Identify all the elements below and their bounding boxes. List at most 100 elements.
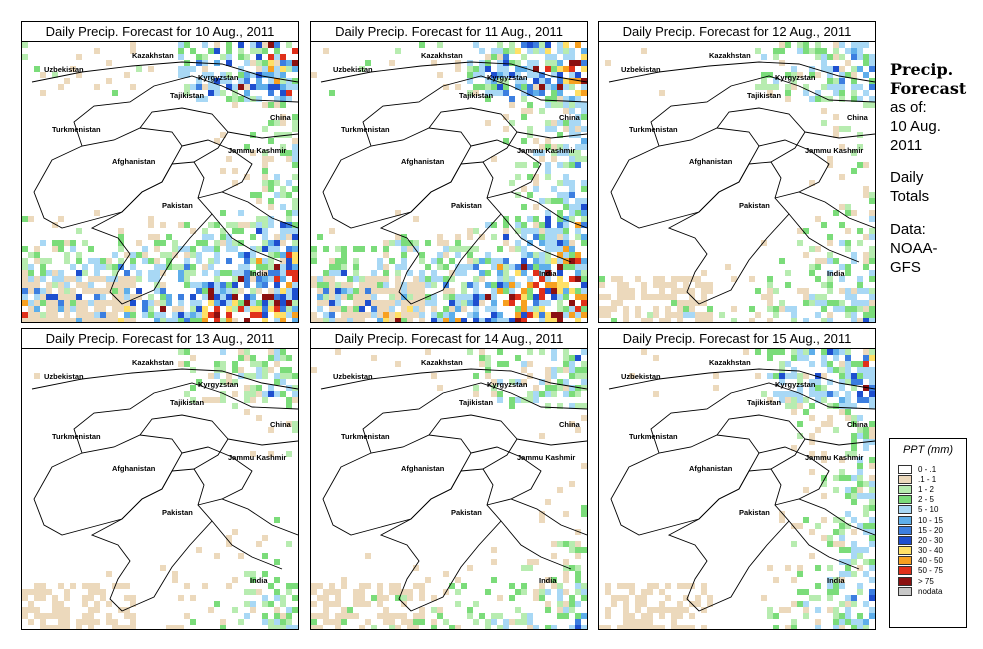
- precip-cell: [190, 84, 196, 90]
- precip-cell: [695, 312, 701, 318]
- precip-cell: [623, 613, 629, 619]
- precip-cell: [274, 625, 280, 629]
- precip-cell: [515, 282, 521, 288]
- legend-swatch: [898, 464, 912, 474]
- precip-cell: [845, 246, 851, 252]
- precip-cell: [815, 312, 821, 318]
- precip-cell: [130, 306, 136, 312]
- precip-cell: [292, 204, 298, 210]
- precip-cell: [557, 246, 563, 252]
- precip-cell: [605, 607, 611, 613]
- precip-cell: [184, 72, 190, 78]
- precip-cell: [274, 361, 280, 367]
- precip-cell: [250, 373, 256, 379]
- precip-cell: [341, 619, 347, 625]
- precip-cell: [467, 234, 473, 240]
- precip-cell: [395, 270, 401, 276]
- precip-cell: [437, 258, 443, 264]
- precip-cell: [467, 78, 473, 84]
- precip-cell: [845, 595, 851, 601]
- precip-cell: [503, 258, 509, 264]
- precip-cell: [773, 625, 779, 629]
- precip-cell: [341, 583, 347, 589]
- precip-cell: [827, 318, 833, 322]
- precip-cell: [545, 403, 551, 409]
- precip-cell: [533, 270, 539, 276]
- precip-cell: [347, 288, 353, 294]
- precip-cell: [857, 427, 863, 433]
- precip-cell: [70, 318, 76, 322]
- country-label-jammu-kashmir: Jammu Kashmir: [805, 453, 863, 462]
- precip-cell: [569, 72, 575, 78]
- precip-cell: [491, 84, 497, 90]
- precip-cell: [214, 373, 220, 379]
- precip-cell: [274, 373, 280, 379]
- country-border: [197, 191, 298, 263]
- precip-cell: [208, 90, 214, 96]
- precip-cell: [539, 42, 545, 48]
- precip-cell: [551, 126, 557, 132]
- precip-cell: [238, 228, 244, 234]
- precip-cell: [677, 613, 683, 619]
- precip-cell: [869, 517, 875, 523]
- precip-cell: [521, 379, 527, 385]
- precip-cell: [353, 601, 359, 607]
- precip-cell: [647, 583, 653, 589]
- precip-cell: [335, 306, 341, 312]
- country-label-pakistan: Pakistan: [739, 201, 770, 210]
- precip-cell: [521, 246, 527, 252]
- legend-label: 50 - 75: [918, 566, 943, 576]
- legend-label: 10 - 15: [918, 515, 943, 525]
- precip-cell: [485, 282, 491, 288]
- precip-cell: [569, 403, 575, 409]
- precip-cell: [28, 282, 34, 288]
- precip-cell: [130, 619, 136, 625]
- precip-cell: [575, 571, 581, 577]
- precip-cell: [353, 595, 359, 601]
- precip-cell: [178, 294, 184, 300]
- precip-cell: [845, 312, 851, 318]
- precip-cell: [491, 312, 497, 318]
- precip-cell: [557, 162, 563, 168]
- precip-cell: [371, 294, 377, 300]
- precip-cell: [641, 589, 647, 595]
- precip-cell: [563, 234, 569, 240]
- precip-cell: [395, 210, 401, 216]
- precip-map-svg: KazakhstanUzbekistanKyrgyzstanTajikistan…: [22, 349, 298, 629]
- precip-cell: [845, 559, 851, 565]
- precip-cell: [659, 276, 665, 282]
- precip-cell: [857, 48, 863, 54]
- precip-cell: [557, 210, 563, 216]
- precip-cell: [136, 252, 142, 258]
- precip-cell: [274, 595, 280, 601]
- precip-cell: [413, 276, 419, 282]
- data-line2: NOAA-: [890, 240, 938, 257]
- precip-cell: [226, 306, 232, 312]
- precip-cell: [250, 589, 256, 595]
- precip-cell: [292, 120, 298, 126]
- precip-cell: [803, 355, 809, 361]
- precip-cell: [689, 625, 695, 629]
- precip-cell: [232, 102, 238, 108]
- precip-cell: [569, 252, 575, 258]
- precip-cell: [317, 276, 323, 282]
- country-border: [774, 498, 875, 570]
- precip-cell: [124, 282, 130, 288]
- precip-cell: [130, 48, 136, 54]
- precip-cell: [431, 294, 437, 300]
- precip-cell: [256, 222, 262, 228]
- precip-cell: [292, 288, 298, 294]
- precip-cell: [659, 288, 665, 294]
- precip-cell: [779, 306, 785, 312]
- precip-cell: [479, 276, 485, 282]
- precip-cell: [262, 397, 268, 403]
- precip-cell: [202, 54, 208, 60]
- precip-cell: [857, 433, 863, 439]
- precip-cell: [539, 90, 545, 96]
- precip-cell: [785, 84, 791, 90]
- precip-cell: [821, 355, 827, 361]
- precip-cell: [719, 312, 725, 318]
- precip-cell: [827, 589, 833, 595]
- precip-cell: [557, 90, 563, 96]
- country-border: [33, 434, 183, 536]
